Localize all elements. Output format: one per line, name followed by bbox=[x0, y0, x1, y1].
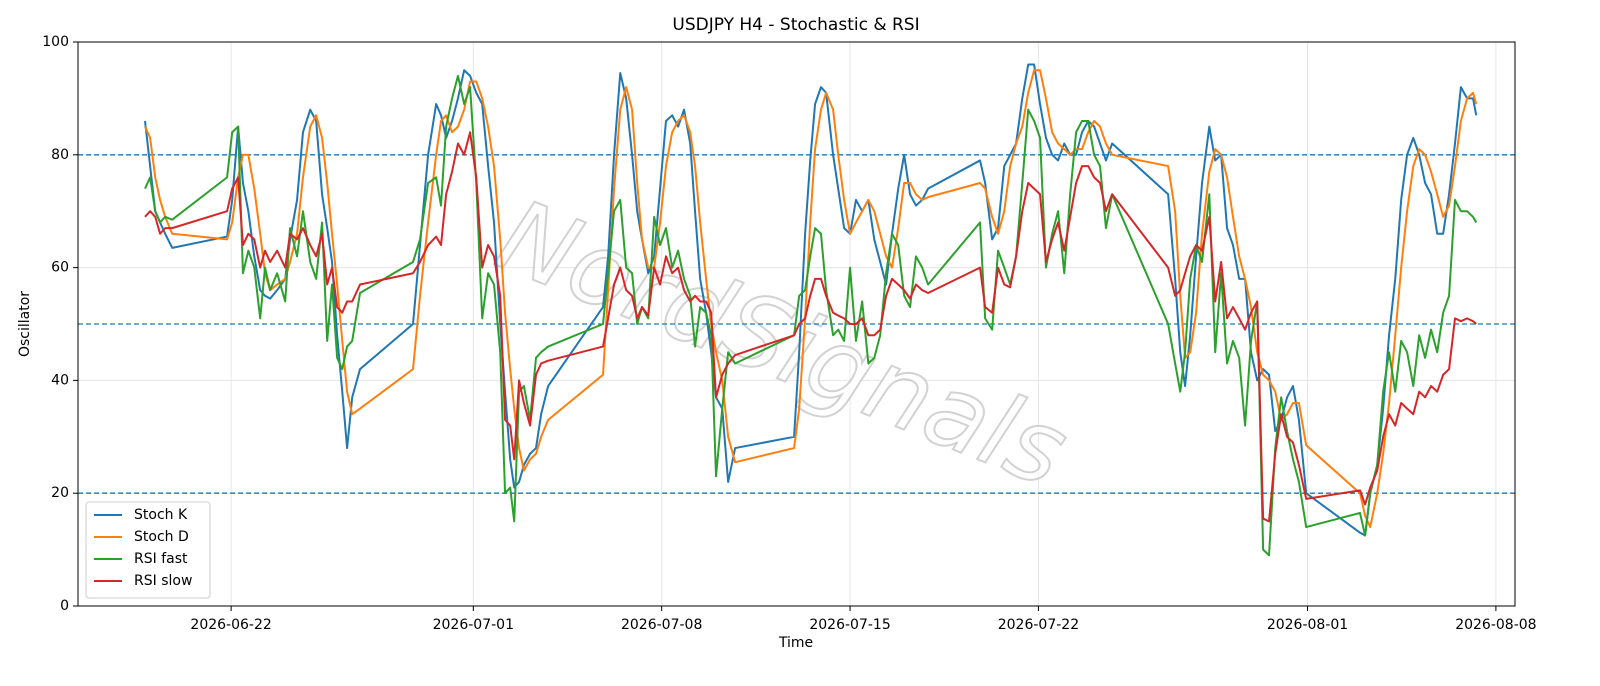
legend-label: RSI slow bbox=[134, 573, 192, 589]
legend-label: RSI fast bbox=[134, 551, 188, 567]
x-tick-label: 2026-07-15 bbox=[809, 617, 890, 633]
y-tick-label: 60 bbox=[51, 260, 69, 276]
x-tick-label: 2026-07-08 bbox=[621, 617, 702, 633]
x-axis-label: Time bbox=[778, 635, 813, 651]
chart-title: USDJPY H4 - Stochastic & RSI bbox=[672, 15, 919, 35]
y-tick-label: 100 bbox=[42, 34, 69, 50]
x-tick-label: 2026-06-22 bbox=[190, 617, 271, 633]
y-tick-label: 40 bbox=[51, 372, 69, 388]
y-tick-label: 80 bbox=[51, 147, 69, 163]
y-axis-label: Oscillator bbox=[17, 291, 33, 357]
x-tick-label: 2026-07-22 bbox=[998, 617, 1079, 633]
y-tick-label: 20 bbox=[51, 485, 69, 501]
x-tick-label: 2026-08-01 bbox=[1267, 617, 1348, 633]
series-line bbox=[144, 69, 1478, 529]
legend-label: Stoch K bbox=[134, 507, 188, 523]
series-line bbox=[144, 131, 1477, 523]
x-tick-label: 2026-08-08 bbox=[1455, 617, 1536, 633]
x-tick-label: 2026-07-01 bbox=[433, 617, 514, 633]
legend-box bbox=[85, 501, 211, 599]
legend-label: Stoch D bbox=[134, 529, 189, 545]
plot-frame bbox=[77, 41, 1516, 607]
y-tick-label: 0 bbox=[60, 598, 69, 614]
